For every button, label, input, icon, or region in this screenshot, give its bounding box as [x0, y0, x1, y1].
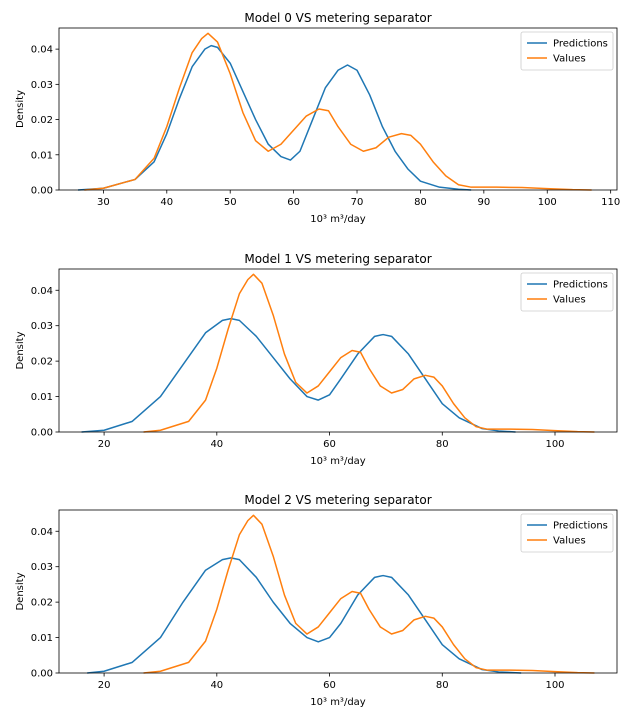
x-tick-label: 100 — [538, 197, 557, 208]
x-tick-label: 60 — [287, 197, 300, 208]
x-tick-label: 110 — [601, 197, 620, 208]
y-tick-label: 0.01 — [31, 392, 53, 403]
y-tick-label: 0.04 — [31, 286, 53, 297]
legend-box — [520, 272, 614, 312]
x-tick-label: 40 — [160, 197, 173, 208]
y-tick-label: 0.03 — [31, 562, 53, 573]
x-axis-label: 10³ m³/day — [310, 697, 366, 708]
legend: Predictions Values — [520, 272, 614, 312]
y-tick-label: 0.02 — [31, 115, 53, 126]
chart-panel-0: Model 0 VS metering separator 30 40 50 60 70 8… — [15, 11, 620, 225]
series-group — [77, 32, 592, 191]
legend-box — [520, 513, 614, 553]
chart-title: Model 0 VS metering separator — [244, 11, 431, 25]
x-tick-label: 80 — [436, 439, 449, 450]
y-tick-label: 0.01 — [31, 150, 53, 161]
y-tick-label: 0.01 — [31, 633, 53, 644]
y-axis-label: Density — [15, 90, 26, 128]
y-tick-label: 0.04 — [31, 45, 53, 56]
x-tick-label: 40 — [210, 680, 223, 691]
x-tick-label: 30 — [97, 197, 110, 208]
chart-panel-2: Model 2 VS metering separator 20 40 60 80 100… — [15, 493, 618, 708]
legend-box — [520, 31, 614, 71]
y-tick-label: 0.00 — [31, 669, 53, 680]
y-tick-label: 0.02 — [31, 598, 53, 609]
y-axis-label: Density — [15, 331, 26, 369]
legend: Predictions Values — [520, 31, 614, 71]
x-tick-label: 60 — [323, 439, 336, 450]
series-line-predictions — [87, 557, 522, 674]
x-tick-label: 20 — [98, 680, 111, 691]
y-tick-label: 0.02 — [31, 357, 53, 368]
y-tick-label: 0.00 — [31, 186, 53, 197]
x-axis-label: 10³ m³/day — [310, 456, 366, 467]
legend-label-values: Values — [553, 536, 586, 547]
series-group — [81, 273, 595, 433]
chart-panel-1: Model 1 VS metering separator 20 40 60 80 100… — [15, 252, 618, 467]
x-tick-label: 40 — [210, 439, 223, 450]
plot-frame — [58, 27, 618, 191]
chart-title: Model 1 VS metering separator — [244, 252, 431, 266]
y-tick-label: 0.04 — [31, 527, 53, 538]
series-line-predictions — [77, 44, 472, 191]
x-tick-label: 20 — [98, 439, 111, 450]
x-tick-label: 100 — [545, 439, 564, 450]
x-tick-label: 90 — [477, 197, 490, 208]
plot-frame — [58, 268, 618, 433]
chart-title: Model 2 VS metering separator — [244, 493, 431, 507]
series-group — [87, 514, 595, 674]
x-axis-label: 10³ m³/day — [310, 214, 366, 225]
legend-label-values: Values — [553, 54, 586, 65]
x-tick-label: 80 — [414, 197, 427, 208]
x-tick-label: 100 — [545, 680, 564, 691]
series-line-values — [143, 514, 595, 674]
y-tick-label: 0.00 — [31, 428, 53, 439]
x-tick-label: 60 — [323, 680, 336, 691]
y-tick-label: 0.03 — [31, 80, 53, 91]
y-tick-label: 0.03 — [31, 321, 53, 332]
series-line-predictions — [81, 317, 516, 433]
x-tick-label: 50 — [224, 197, 237, 208]
y-axis-label: Density — [15, 572, 26, 610]
legend-label-predictions: Predictions — [553, 39, 608, 50]
x-tick-label: 70 — [351, 197, 364, 208]
legend-label-values: Values — [553, 295, 586, 306]
legend: Predictions Values — [520, 513, 614, 553]
legend-label-predictions: Predictions — [553, 521, 608, 532]
series-line-values — [84, 32, 592, 191]
legend-label-predictions: Predictions — [553, 280, 608, 291]
series-line-values — [143, 273, 595, 433]
plot-frame — [58, 509, 618, 674]
x-tick-label: 80 — [436, 680, 449, 691]
